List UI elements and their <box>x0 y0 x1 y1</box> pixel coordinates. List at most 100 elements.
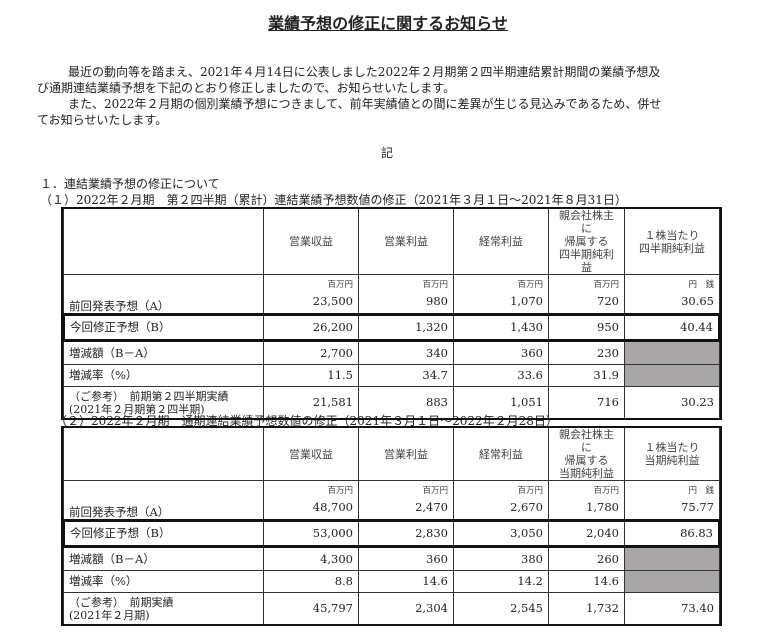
value-cell: 360 <box>358 546 454 571</box>
value-cell: 8.8 <box>263 570 359 593</box>
empty-cell <box>624 570 720 593</box>
value-cell: 円 銭 75.77 <box>624 480 720 521</box>
value-cell: 百万円 2,470 <box>358 480 454 521</box>
table-row: 増減額（B－A） 4,300 360 380 260 <box>63 546 720 571</box>
value-cell: 340 <box>358 340 454 365</box>
table-row: （ご参考） 前期実績 (2021年２月期) 45,797 2,304 2,545 1,7… <box>63 592 720 625</box>
empty-cell <box>624 340 720 365</box>
row-label: 増減額（B－A） <box>63 340 264 365</box>
table-row: 増減率（%） 11.5 34.7 33.6 31.9 <box>63 364 720 387</box>
forecast-table: 営業収益 営業利益 経常利益 親会社株主に 帰属する 四半期純利益 １株当たり 四半期純… <box>61 207 722 420</box>
value-cell: 380 <box>453 546 549 571</box>
table-row: 今回修正予想（B） 26,200 1,320 1,430 950 40.44 <box>62 313 721 342</box>
title-text: 業績予想の修正に関するお知らせ <box>268 14 508 33</box>
table-row: 今回修正予想（B） 53,000 2,830 3,050 2,040 86.83 <box>62 519 721 548</box>
value-cell: 45,797 <box>263 592 359 625</box>
value-cell: 26,200 <box>263 313 359 342</box>
value-cell: 2,304 <box>358 592 454 625</box>
unit-label: 百万円 <box>593 486 619 496</box>
value-cell: 3,050 <box>453 519 549 548</box>
row-label: 増減率（%） <box>63 364 264 387</box>
value: 2,670 <box>510 500 543 514</box>
value-cell: 883 <box>358 386 454 419</box>
paragraph-line: 最近の動向等を踏まえ、2021年４月14日に公表しました2022年２月期第２四半… <box>56 65 661 79</box>
value-cell: 950 <box>548 313 625 342</box>
value-cell: 1,430 <box>453 313 549 342</box>
row-label: （ご参考） 前期第２四半期実績 (2021年２月期第２四半期) <box>63 386 264 419</box>
value-cell: 百万円 48,700 <box>263 480 359 521</box>
unit-label: 百万円 <box>327 486 353 496</box>
unit-label: 百万円 <box>517 280 543 290</box>
value: 30.65 <box>681 294 714 308</box>
paragraph-line: また、2022年２月期の個別業績予想につきまして、前年実績値との間に差異が生じる… <box>56 97 662 111</box>
value-cell: 86.83 <box>624 519 721 548</box>
value-cell: 260 <box>548 546 625 571</box>
unit-label: 円 銭 <box>688 486 714 496</box>
value-cell: 1,320 <box>358 313 454 342</box>
table-caption: （１）2022年２月期 第２四半期（累計）連結業績予想数値の修正（2021年３月… <box>40 193 627 207</box>
paragraph-line: てお知らせいたします。 <box>37 113 168 127</box>
row-label: 今回修正予想（B） <box>62 519 264 548</box>
value-cell: 14.6 <box>358 570 454 593</box>
unit-label: 百万円 <box>422 280 448 290</box>
value-cell: 30.23 <box>624 386 720 419</box>
forecast-table: 営業収益 営業利益 経常利益 親会社株主に 帰属する 当期純利益 １株当たり 当期純利益… <box>61 426 722 626</box>
row-label: （ご参考） 前期実績 (2021年２月期) <box>63 592 264 625</box>
empty-cell <box>624 546 720 571</box>
value: 2,470 <box>415 500 448 514</box>
column-header: 営業収益 <box>263 427 359 481</box>
value: 23,500 <box>312 294 353 308</box>
row-label: 今回修正予想（B） <box>62 313 264 342</box>
value-cell: 2,700 <box>263 340 359 365</box>
unit-label: 百万円 <box>327 280 353 290</box>
column-header: 営業収益 <box>263 208 359 275</box>
unit-label: 百万円 <box>593 280 619 290</box>
row-label: 前回発表予想（A） <box>63 274 264 315</box>
column-header: 営業利益 <box>358 208 454 275</box>
value-cell: 百万円 23,500 <box>263 274 359 315</box>
table-row: 増減率（%） 8.8 14.6 14.2 14.6 <box>63 570 720 593</box>
value-cell: 百万円 980 <box>358 274 454 315</box>
value: 720 <box>597 294 619 308</box>
value-cell: 73.40 <box>624 592 720 625</box>
unit-label: 百万円 <box>422 486 448 496</box>
value: 980 <box>426 294 448 308</box>
value-cell: 14.6 <box>548 570 625 593</box>
value-cell: 40.44 <box>624 313 721 342</box>
value-cell: 11.5 <box>263 364 359 387</box>
page-title: 業績予想の修正に関するお知らせ <box>0 10 776 34</box>
value-cell: 716 <box>548 386 625 419</box>
value-cell: 2,040 <box>548 519 625 548</box>
column-header: 営業利益 <box>358 427 454 481</box>
value: 1,780 <box>586 500 619 514</box>
value-cell: 21,581 <box>263 386 359 419</box>
value-cell: 34.7 <box>358 364 454 387</box>
table-row: 前回発表予想（A） 百万円 48,700 百万円 2,470 百万円 2,670 百万円 1,7… <box>63 480 720 521</box>
value-cell: 360 <box>453 340 549 365</box>
value-cell: 2,545 <box>453 592 549 625</box>
value-cell: 百万円 720 <box>548 274 625 315</box>
value-cell: 230 <box>548 340 625 365</box>
value-cell: 31.9 <box>548 364 625 387</box>
unit-label: 円 銭 <box>688 280 714 290</box>
row-label: 増減率（%） <box>63 570 264 593</box>
column-header: １株当たり 当期純利益 <box>624 427 720 481</box>
value-cell: 53,000 <box>263 519 359 548</box>
column-header: 親会社株主に 帰属する 四半期純利益 <box>548 208 625 275</box>
paragraph-line: び通期連結業績予想を下記のとおり修正しましたので、お知らせいたします。 <box>37 81 456 95</box>
ki-heading: 記 <box>381 146 394 160</box>
value-cell: 4,300 <box>263 546 359 571</box>
empty-cell <box>624 364 720 387</box>
value-cell: 33.6 <box>453 364 549 387</box>
value-cell: 14.2 <box>453 570 549 593</box>
value: 1,070 <box>510 294 543 308</box>
unit-label: 百万円 <box>517 486 543 496</box>
column-header: 経常利益 <box>453 208 549 275</box>
value-cell: 百万円 1,070 <box>453 274 549 315</box>
value-cell: 2,830 <box>358 519 454 548</box>
value-cell: 円 銭 30.65 <box>624 274 720 315</box>
column-header: １株当たり 四半期純利益 <box>624 208 720 275</box>
column-header: 親会社株主に 帰属する 当期純利益 <box>548 427 625 481</box>
value-cell: 1,051 <box>453 386 549 419</box>
column-header: 経常利益 <box>453 427 549 481</box>
